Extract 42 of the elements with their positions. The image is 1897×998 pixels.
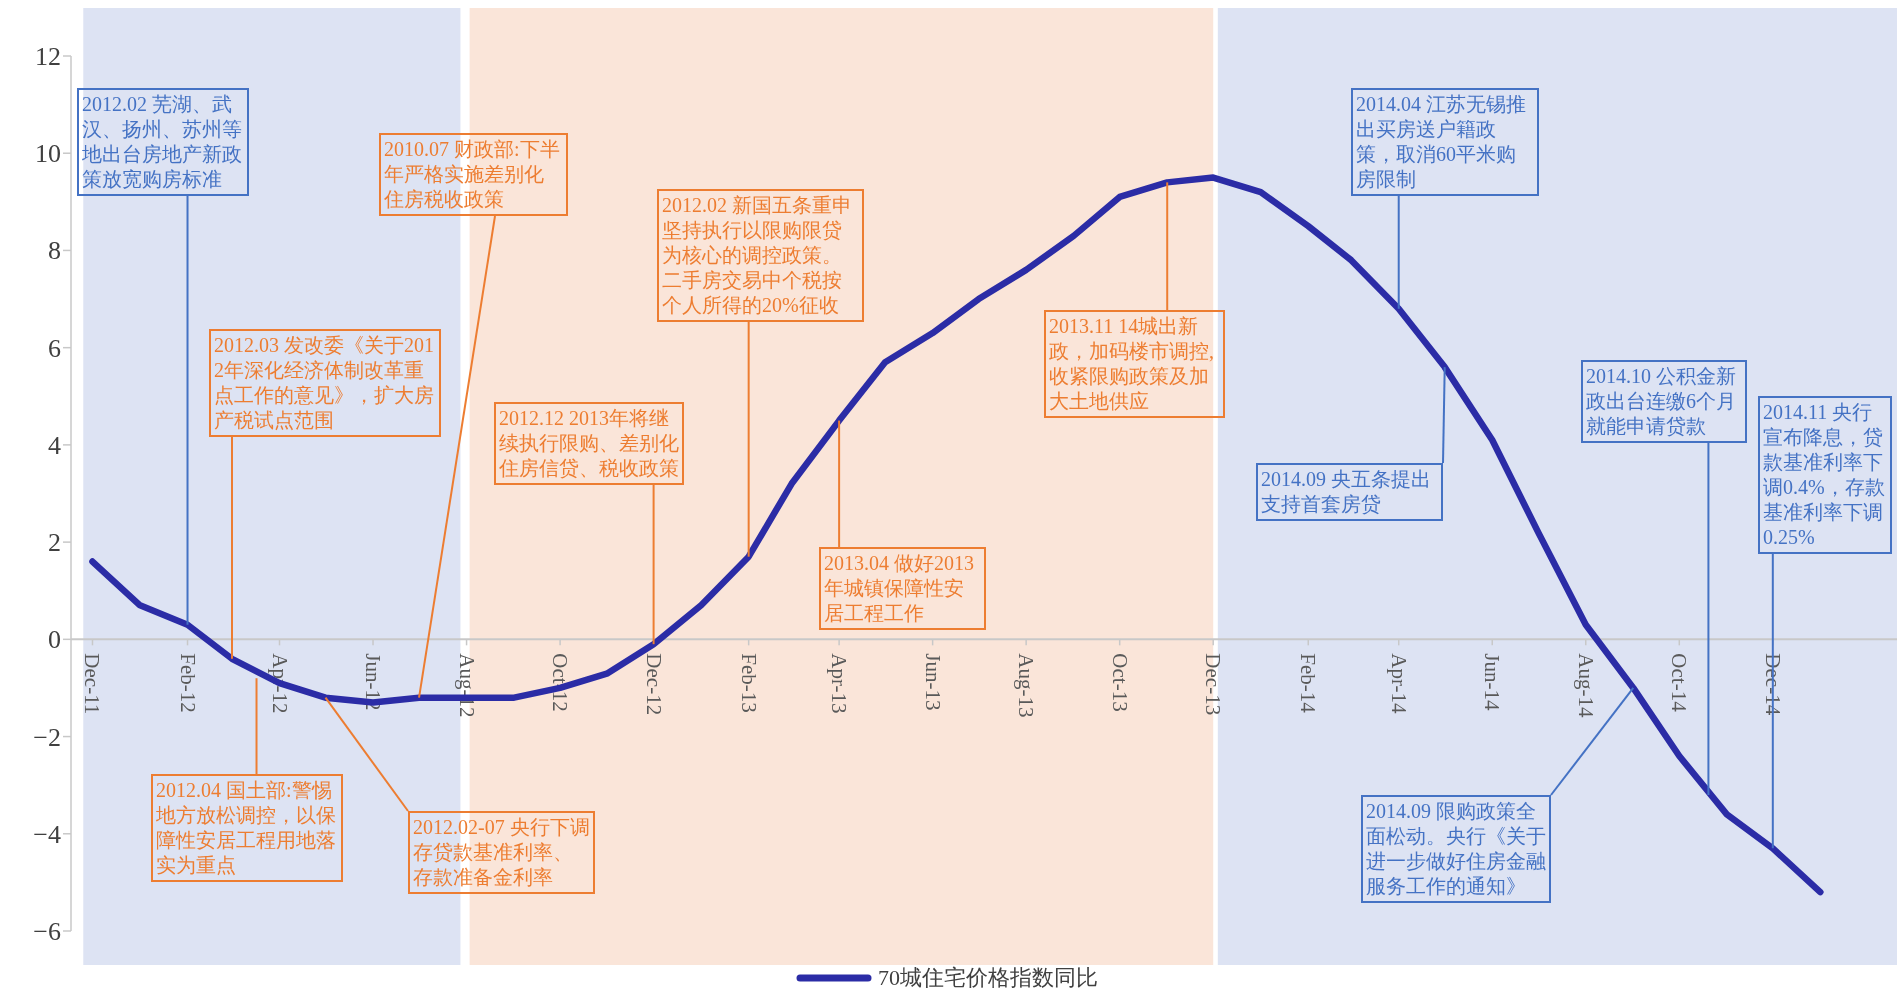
x-tick-label: Aug-13 bbox=[1014, 653, 1039, 718]
x-tick-label: Dec-11 bbox=[80, 653, 105, 715]
annotation: 2014.09 限购政策全面松动。央行《关于进一步做好住房金融服务工作的通知》 bbox=[1361, 795, 1551, 903]
x-tick-label: Oct-12 bbox=[548, 653, 573, 712]
x-tick-label: Aug-12 bbox=[454, 653, 479, 718]
y-tick-label: 10 bbox=[35, 139, 61, 169]
annotation: 2013.04 做好2013年城镇保障性安居工程工作 bbox=[819, 547, 986, 630]
y-tick-label: 8 bbox=[48, 236, 61, 266]
y-tick-label: 4 bbox=[48, 430, 61, 460]
y-tick-label: −6 bbox=[33, 917, 61, 946]
y-tick-label: 12 bbox=[35, 42, 61, 71]
annotation: 2013.11 14城出新政，加码楼市调控,收紧限购政策及加大土地供应 bbox=[1044, 310, 1225, 418]
y-tick-label: −2 bbox=[33, 722, 61, 752]
annotation: 2012.02 新国五条重申坚持执行以限购限贷为核心的调控政策。二手房交易中个税按个人所得的20%征收 bbox=[657, 189, 864, 322]
annotation: 2012.03 发改委《关于2012年深化经济体制改革重点工作的意见》，扩大房产税试点范围 bbox=[209, 329, 441, 437]
annotation: 2012.02 芜湖、武汉、扬州、苏州等地出台房地产新政策放宽购房标准 bbox=[77, 88, 249, 196]
x-tick-label: Dec-12 bbox=[641, 653, 666, 716]
x-tick-label: Jun-13 bbox=[920, 653, 945, 711]
annotation: 2014.04 江苏无锡推出买房送户籍政策，取消60平米购房限制 bbox=[1351, 88, 1539, 196]
annotation: 2012.04 国土部:警惕地方放松调控，以保障性安居工程用地落实为重点 bbox=[151, 774, 343, 882]
y-tick-label: −4 bbox=[33, 819, 61, 849]
legend: 70城住宅价格指数同比 bbox=[796, 965, 1098, 990]
x-tick-label: Feb-12 bbox=[175, 653, 200, 713]
y-tick-label: 0 bbox=[48, 625, 61, 655]
annotation: 2012.02-07 央行下调存贷款基准利率、存款准备金利率 bbox=[408, 811, 595, 894]
annotation: 2014.09 央五条提出支持首套房贷 bbox=[1256, 463, 1443, 521]
x-tick-label: Aug-14 bbox=[1573, 653, 1598, 718]
legend-label: 70城住宅价格指数同比 bbox=[878, 965, 1098, 990]
x-tick-label: Feb-13 bbox=[736, 653, 761, 713]
annotation: 2014.11 央行宣布降息，贷款基准利率下调0.4%，存款基准利率下调0.25% bbox=[1758, 396, 1892, 554]
x-tick-label: Apr-13 bbox=[827, 653, 852, 714]
y-tick-label: 2 bbox=[48, 528, 61, 558]
x-tick-label: Oct-13 bbox=[1107, 653, 1132, 712]
annotation: 2014.10 公积金新政出台连缴6个月就能申请贷款 bbox=[1581, 360, 1747, 443]
annotation: 2012.12 2013年将继续执行限购、差别化住房信贷、税收政策 bbox=[494, 402, 684, 485]
x-tick-label: Feb-14 bbox=[1296, 653, 1321, 714]
y-tick-label: 6 bbox=[48, 333, 61, 363]
x-tick-label: Jun-14 bbox=[1480, 653, 1505, 711]
annotation: 2010.07 财政部:下半年严格实施差别化住房税收政策 bbox=[379, 133, 568, 216]
x-tick-label: Oct-14 bbox=[1667, 653, 1692, 713]
x-tick-label: Apr-14 bbox=[1386, 653, 1411, 715]
x-tick-label: Dec-13 bbox=[1201, 653, 1226, 716]
